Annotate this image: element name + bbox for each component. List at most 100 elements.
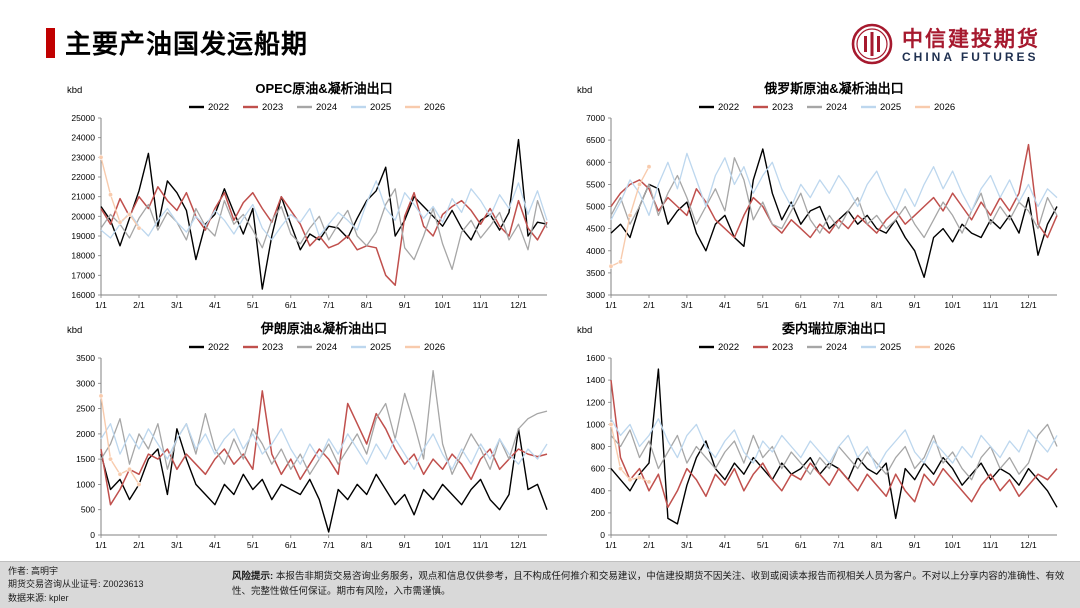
svg-text:200: 200 — [591, 508, 605, 518]
svg-text:2024: 2024 — [826, 342, 847, 353]
svg-text:8/1: 8/1 — [871, 540, 883, 550]
svg-text:4/1: 4/1 — [719, 540, 731, 550]
svg-text:6/1: 6/1 — [795, 540, 807, 550]
svg-text:3500: 3500 — [586, 268, 605, 278]
svg-text:3000: 3000 — [76, 378, 95, 388]
svg-text:0: 0 — [90, 530, 95, 540]
page-title: 主要产油国发运船期 — [65, 29, 309, 59]
svg-text:24000: 24000 — [71, 133, 95, 143]
svg-text:5/1: 5/1 — [247, 300, 259, 310]
svg-text:1/1: 1/1 — [95, 300, 107, 310]
svg-text:6000: 6000 — [586, 157, 605, 167]
svg-text:9/1: 9/1 — [399, 300, 411, 310]
svg-text:7/1: 7/1 — [833, 540, 845, 550]
svg-text:2026: 2026 — [424, 342, 445, 353]
svg-text:25000: 25000 — [71, 113, 95, 123]
svg-text:4000: 4000 — [586, 246, 605, 256]
svg-text:17000: 17000 — [71, 270, 95, 280]
svg-text:2024: 2024 — [316, 102, 337, 113]
svg-text:1000: 1000 — [586, 419, 605, 429]
license-line: 期货交易咨询从业证号: Z0023613 — [8, 579, 144, 590]
svg-text:400: 400 — [591, 486, 605, 496]
svg-text:3/1: 3/1 — [171, 300, 183, 310]
svg-text:4500: 4500 — [586, 224, 605, 234]
svg-text:3000: 3000 — [586, 290, 605, 300]
svg-text:8/1: 8/1 — [361, 540, 373, 550]
svg-text:6/1: 6/1 — [285, 300, 297, 310]
svg-text:500: 500 — [81, 505, 95, 515]
company-logo-text: 中信建投期货 CHINA FUTURES — [902, 28, 1040, 64]
svg-text:2022: 2022 — [208, 102, 229, 113]
svg-text:3500: 3500 — [76, 353, 95, 363]
svg-text:1600: 1600 — [586, 353, 605, 363]
company-name-en: CHINA FUTURES — [902, 50, 1039, 65]
risk-text: 本报告非期货交易咨询业务服务，观点和信息仅供参考，且不构成任何推介和交易建议，中… — [232, 571, 1065, 597]
chart-russia-crude-exports: 俄罗斯原油&凝析油出口 kbd 2022 2023 2024 2025 2026 3000 35… — [565, 80, 1065, 312]
svg-text:7/1: 7/1 — [833, 300, 845, 310]
svg-text:5000: 5000 — [586, 202, 605, 212]
svg-text:kbd: kbd — [577, 325, 592, 336]
chart-opec-crude-exports: OPEC原油&凝析油出口 kbd 2022 2023 2024 2025 2026 16000… — [55, 80, 555, 312]
svg-text:2024: 2024 — [316, 342, 337, 353]
svg-text:2022: 2022 — [208, 342, 229, 353]
svg-text:4/1: 4/1 — [209, 300, 221, 310]
svg-text:2026: 2026 — [424, 102, 445, 113]
svg-text:2023: 2023 — [772, 102, 793, 113]
svg-text:4/1: 4/1 — [719, 300, 731, 310]
svg-text:委内瑞拉原油出口: 委内瑞拉原油出口 — [781, 321, 886, 336]
company-logo: 中信建投期货 CHINA FUTURES — [850, 22, 1040, 71]
svg-text:20000: 20000 — [71, 211, 95, 221]
svg-text:11/1: 11/1 — [473, 540, 489, 550]
svg-text:4/1: 4/1 — [209, 540, 221, 550]
svg-text:10/1: 10/1 — [944, 540, 961, 550]
svg-text:5/1: 5/1 — [757, 540, 769, 550]
svg-text:3/1: 3/1 — [171, 540, 183, 550]
svg-text:5/1: 5/1 — [757, 300, 769, 310]
svg-text:8/1: 8/1 — [871, 300, 883, 310]
company-logo-icon — [850, 22, 894, 71]
svg-text:7/1: 7/1 — [323, 540, 335, 550]
svg-text:6/1: 6/1 — [285, 540, 297, 550]
chart-grid: OPEC原油&凝析油出口 kbd 2022 2023 2024 2025 2026 16000… — [55, 80, 1065, 552]
svg-text:2025: 2025 — [880, 342, 901, 353]
svg-text:10/1: 10/1 — [434, 300, 451, 310]
title-accent-bar — [46, 27, 55, 58]
svg-text:2/1: 2/1 — [643, 300, 655, 310]
chart-iran-crude-exports: 伊朗原油&凝析油出口 kbd 2022 2023 2024 2025 2026 0 500 100… — [55, 320, 555, 552]
svg-text:2025: 2025 — [370, 102, 391, 113]
svg-text:2022: 2022 — [718, 102, 739, 113]
svg-text:2026: 2026 — [934, 342, 955, 353]
risk-disclaimer: 风险提示: 本报告非期货交易咨询业务服务，观点和信息仅供参考，且不构成任何推介和… — [218, 570, 1080, 599]
svg-text:kbd: kbd — [577, 85, 592, 96]
svg-text:1/1: 1/1 — [95, 540, 107, 550]
svg-text:9/1: 9/1 — [399, 540, 411, 550]
svg-text:11/1: 11/1 — [473, 300, 489, 310]
svg-text:18000: 18000 — [71, 251, 95, 261]
svg-text:3/1: 3/1 — [681, 540, 693, 550]
svg-text:6/1: 6/1 — [795, 300, 807, 310]
svg-text:伊朗原油&凝析油出口: 伊朗原油&凝析油出口 — [260, 321, 387, 336]
svg-text:2025: 2025 — [880, 102, 901, 113]
svg-text:12/1: 12/1 — [510, 540, 527, 550]
svg-text:10/1: 10/1 — [434, 540, 451, 550]
svg-text:2023: 2023 — [262, 342, 283, 353]
footer: 作者: 高明宇 期货交易咨询从业证号: Z0023613 数据来源: kpler… — [0, 561, 1080, 608]
svg-text:5500: 5500 — [586, 179, 605, 189]
svg-text:23000: 23000 — [71, 152, 95, 162]
svg-text:1000: 1000 — [76, 479, 95, 489]
risk-label: 风险提示: — [232, 571, 274, 583]
svg-text:kbd: kbd — [67, 325, 82, 336]
svg-text:5/1: 5/1 — [247, 540, 259, 550]
author-line: 作者: 高明宇 — [8, 566, 59, 577]
svg-text:2023: 2023 — [262, 102, 283, 113]
svg-text:12/1: 12/1 — [510, 300, 527, 310]
svg-text:1400: 1400 — [586, 375, 605, 385]
svg-text:2000: 2000 — [76, 429, 95, 439]
svg-text:kbd: kbd — [67, 85, 82, 96]
svg-text:21000: 21000 — [71, 192, 95, 202]
svg-text:2/1: 2/1 — [643, 540, 655, 550]
svg-text:2023: 2023 — [772, 342, 793, 353]
svg-text:11/1: 11/1 — [983, 300, 999, 310]
svg-text:10/1: 10/1 — [944, 300, 961, 310]
